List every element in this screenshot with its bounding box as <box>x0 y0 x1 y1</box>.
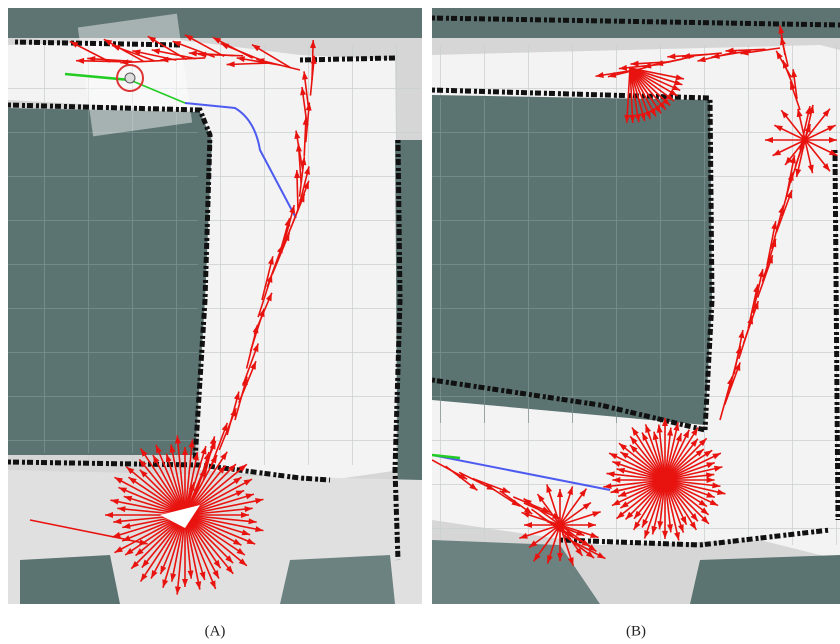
grid <box>432 98 707 423</box>
map-panel-a <box>8 8 422 604</box>
robot-body <box>125 73 135 83</box>
panel-label: (B) <box>626 623 646 639</box>
obstacle <box>20 555 120 604</box>
grid <box>8 108 198 453</box>
figure: (A) (B) <box>0 0 840 644</box>
map-panel-b <box>432 8 840 604</box>
obstacle <box>8 8 422 38</box>
obstacle <box>690 555 840 604</box>
panel-label: (A) <box>205 623 226 639</box>
robot-footprint <box>78 14 192 137</box>
obstacle <box>280 555 395 604</box>
